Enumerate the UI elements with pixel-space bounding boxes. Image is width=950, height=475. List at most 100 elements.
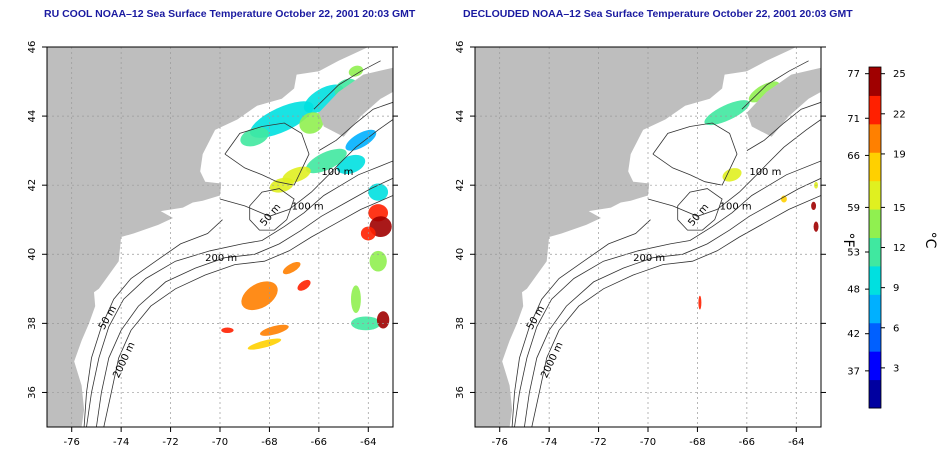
colorbar-segment [869, 351, 881, 381]
left-lon-tick-label: -74 [113, 437, 129, 448]
left-lat-tick-label: 44 [27, 110, 38, 123]
celsius-tick-label: 6 [893, 323, 899, 334]
left-sst-patch [250, 101, 314, 138]
left-sst-patch [241, 281, 278, 311]
colorbar-segment [869, 322, 881, 352]
right-isobath [647, 119, 821, 217]
left-sst-patch [350, 316, 381, 331]
left-sst-patch [350, 285, 361, 313]
right-sst-patch [811, 201, 817, 211]
left-isobath [103, 195, 393, 427]
fahrenheit-tick-label: 66 [847, 151, 860, 162]
fahrenheit-tick-label: 53 [847, 247, 860, 258]
left-isobath [96, 177, 393, 427]
colorbar-segment [869, 152, 881, 182]
left-sst-patch [247, 338, 282, 350]
fahrenheit-tick-label: 42 [847, 329, 860, 340]
left-sst-patch [345, 129, 377, 151]
left-lon-tick-label: -70 [212, 437, 228, 448]
left-lon-tick-label: -72 [162, 437, 178, 448]
celsius-tick-label: 3 [893, 363, 899, 374]
left-sst-patch [240, 127, 269, 147]
right-sst-patch [813, 221, 819, 232]
right-lat-tick-label: 36 [455, 386, 466, 399]
left-contour-label: 50 m [97, 304, 119, 332]
right-contour-label: 50 m [525, 304, 547, 332]
right-isobath [531, 195, 821, 427]
right-isobath [741, 60, 809, 110]
left-lat-tick-label: 42 [27, 179, 38, 192]
fahrenheit-axis-label: °F [840, 232, 856, 247]
left-sst-patch [368, 183, 389, 201]
left-isobath [224, 122, 310, 186]
colorbar-frame [868, 66, 882, 409]
left-isobath [313, 60, 381, 110]
left-sst-patch [303, 84, 344, 114]
right-lon-tick-label: -76 [492, 437, 508, 448]
right-lon-tick-label: -64 [788, 437, 804, 448]
colorbar-segment [869, 265, 881, 295]
colorbar-segment [869, 95, 881, 125]
colorbar-segment [869, 123, 881, 153]
right-lat-tick-label: 46 [455, 41, 466, 54]
left-lon-tick-label: -76 [64, 437, 80, 448]
left-map-content: 100 m 100 m 50 m 200 m 50 m 2000 m [47, 47, 393, 427]
left-contour-label: 50 m [258, 202, 283, 229]
left-contour-label: 200 m [205, 253, 237, 264]
right-sst-patch [722, 168, 742, 182]
colorbar-segment [869, 209, 881, 238]
left-sst-patch [369, 250, 387, 272]
left-lon-tick-label: -68 [261, 437, 277, 448]
fahrenheit-tick-label: 37 [847, 366, 860, 377]
right-lat-tick-label: 44 [455, 110, 466, 123]
right-land [475, 47, 821, 427]
right-sst-patch [704, 100, 750, 126]
left-contour-label: 100 m [292, 201, 324, 212]
right-isobath [652, 122, 738, 186]
left-lat-tick-label: 38 [27, 317, 38, 330]
left-isobath [83, 219, 223, 427]
celsius-tick-label: 25 [893, 69, 906, 80]
right-lat-tick-label: 40 [455, 248, 466, 261]
left-sst-patch [299, 112, 324, 134]
left-sst-patch [376, 311, 390, 329]
right-map-group: 100 m 100 m 50 m 200 m 50 m 2000 m -76 -74 -72 -7… [455, 41, 826, 448]
right-sst-patch [780, 195, 787, 203]
left-sst-patch [282, 261, 301, 275]
celsius-tick-label: 22 [893, 109, 906, 120]
left-lat-tick-label: 46 [27, 41, 38, 54]
left-isobath [219, 119, 393, 217]
right-isobath [514, 160, 821, 427]
colorbar-segment [869, 294, 881, 324]
fahrenheit-tick-label: 77 [847, 69, 860, 80]
right-contour-label: 50 m [686, 202, 711, 229]
colorbar-segment [869, 180, 881, 210]
celsius-tick-label: 19 [893, 149, 906, 160]
right-contour-label: 100 m [720, 201, 752, 212]
left-sst-patch [260, 324, 289, 336]
right-map-content: 100 m 100 m 50 m 200 m 50 m 2000 m [475, 47, 821, 427]
right-lon-tick-label: -66 [739, 437, 755, 448]
colorbar-segment [869, 67, 881, 96]
left-sst-patch [221, 327, 234, 334]
left-isobath [86, 160, 393, 427]
right-sst-patch [748, 81, 780, 103]
left-isobath [318, 101, 393, 151]
colorbar-segment [869, 379, 881, 409]
right-contour-label: 100 m [749, 167, 781, 178]
right-lat-tick-label: 38 [455, 317, 466, 330]
right-isobath [746, 101, 821, 151]
left-lat-tick-label: 40 [27, 248, 38, 261]
left-contour-label: 2000 m [111, 340, 137, 379]
left-isobath [249, 188, 295, 231]
left-lon-tick-label: -66 [311, 437, 327, 448]
left-lon-tick-label: -64 [360, 437, 376, 448]
right-sst-patch [698, 295, 702, 310]
left-panel-title: RU COOL NOAA–12 Sea Surface Temperature … [44, 8, 416, 20]
left-lat-tick-label: 36 [27, 386, 38, 399]
colorbar-segment [869, 237, 881, 267]
left-sst-patch [305, 148, 347, 174]
colorbar: 25 22 19 15 12 9 6 3 77 71 66 59 53 48 42 37 °F °C [840, 66, 938, 409]
fahrenheit-tick-label: 71 [847, 114, 860, 125]
